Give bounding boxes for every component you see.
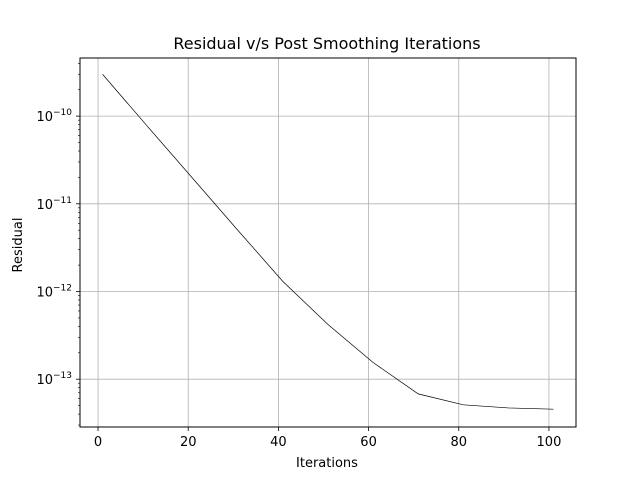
ticks: 0 20 40 60 80 100 10−10 10−11 10−12 10−13: [36, 63, 561, 450]
y-tick-label: 10−11: [36, 196, 72, 213]
x-tick-label: 80: [450, 435, 467, 450]
y-tick-label: 10−12: [36, 284, 72, 301]
plot-area-frame: [79, 57, 577, 428]
x-axis-label: Iterations: [296, 456, 358, 471]
x-tick-label: 20: [180, 435, 197, 450]
x-tick-label: 100: [537, 435, 562, 450]
grid: [80, 58, 576, 427]
y-tick-label: 10−13: [36, 371, 72, 388]
y-axis-label: Residual: [11, 218, 26, 273]
x-tick-label: 40: [270, 435, 287, 450]
series-layer: [102, 74, 554, 410]
chart-title: Residual v/s Post Smoothing Iterations: [173, 34, 480, 53]
x-tick-label: 60: [360, 435, 377, 450]
series-line: [102, 74, 554, 410]
y-tick-label: 10−10: [36, 108, 72, 125]
x-tick-label: 0: [94, 435, 102, 450]
